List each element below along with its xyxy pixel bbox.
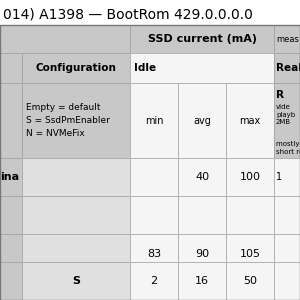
Bar <box>130 158 178 196</box>
Bar <box>22 196 130 234</box>
Bar <box>226 158 274 196</box>
Bar <box>274 53 300 83</box>
Bar <box>130 234 178 274</box>
Text: 014) A1398 — BootRom 429.0.0.0.0: 014) A1398 — BootRom 429.0.0.0.0 <box>3 7 253 21</box>
Bar <box>130 83 178 158</box>
Text: R: R <box>276 90 284 100</box>
Bar <box>178 234 226 274</box>
Bar <box>0 83 22 158</box>
Text: S: S <box>72 276 80 286</box>
Bar <box>130 83 178 158</box>
Text: 1: 1 <box>276 172 282 182</box>
Text: max: max <box>239 116 261 125</box>
Bar <box>0 262 22 300</box>
Bar <box>130 25 274 53</box>
Bar <box>22 83 130 158</box>
Bar <box>274 25 300 53</box>
Bar <box>226 262 274 300</box>
Bar <box>0 83 22 158</box>
Bar <box>178 262 226 300</box>
Bar <box>178 196 226 234</box>
Text: vide
playb
2MB: vide playb 2MB <box>276 104 295 125</box>
Bar <box>130 158 178 196</box>
Bar <box>130 25 274 53</box>
Text: meas: meas <box>276 34 299 43</box>
Bar <box>274 196 300 234</box>
Bar <box>274 25 300 53</box>
Bar <box>0 158 22 196</box>
Bar <box>130 262 178 300</box>
Bar <box>274 234 300 274</box>
Bar <box>178 83 226 158</box>
Text: ina: ina <box>0 172 19 182</box>
Bar <box>22 234 130 274</box>
Bar <box>178 262 226 300</box>
Bar <box>226 234 274 274</box>
Bar <box>130 234 178 274</box>
Bar <box>178 158 226 196</box>
Bar <box>274 262 300 300</box>
Bar <box>226 158 274 196</box>
Bar <box>0 53 22 83</box>
Bar <box>22 234 130 274</box>
Bar <box>226 196 274 234</box>
Text: 105: 105 <box>239 249 260 259</box>
Bar <box>226 83 274 158</box>
Text: 50: 50 <box>243 276 257 286</box>
Text: 90: 90 <box>195 249 209 259</box>
Bar <box>178 196 226 234</box>
Text: SSD current (mA): SSD current (mA) <box>148 34 256 44</box>
Bar <box>274 196 300 234</box>
Bar <box>22 158 130 196</box>
Bar <box>22 262 130 300</box>
Text: Empty = default
S = SsdPmEnabler
N = NVMeFix: Empty = default S = SsdPmEnabler N = NVM… <box>26 103 110 137</box>
Bar <box>22 53 130 83</box>
Bar <box>274 262 300 300</box>
Text: 2: 2 <box>150 276 158 286</box>
Bar <box>274 83 300 158</box>
Bar <box>130 196 178 234</box>
Bar <box>0 196 22 234</box>
Text: 100: 100 <box>239 172 260 182</box>
Bar <box>0 234 22 274</box>
Bar <box>130 53 274 83</box>
Bar <box>274 158 300 196</box>
Bar <box>0 196 22 234</box>
Bar <box>22 158 130 196</box>
Text: Real: Real <box>276 63 300 73</box>
Text: 40: 40 <box>195 172 209 182</box>
Bar <box>22 262 130 300</box>
Text: min: min <box>145 116 163 125</box>
Bar <box>226 83 274 158</box>
Bar <box>226 234 274 274</box>
Text: Idle: Idle <box>134 63 156 73</box>
Bar <box>0 158 22 196</box>
Bar <box>22 83 130 158</box>
Text: 16: 16 <box>195 276 209 286</box>
Bar <box>274 83 300 158</box>
Bar <box>274 158 300 196</box>
Bar <box>130 262 178 300</box>
Text: avg: avg <box>193 116 211 125</box>
Bar <box>0 234 22 274</box>
Text: 83: 83 <box>147 249 161 259</box>
Bar <box>22 196 130 234</box>
Bar <box>130 196 178 234</box>
Bar <box>0 53 22 83</box>
Text: mostly n
short rea: mostly n short rea <box>276 141 300 155</box>
Bar <box>0 25 130 53</box>
Bar <box>178 158 226 196</box>
Bar <box>274 234 300 274</box>
Bar <box>178 234 226 274</box>
Bar <box>0 262 22 300</box>
Bar <box>274 53 300 83</box>
Bar <box>226 196 274 234</box>
Bar <box>130 53 274 83</box>
Bar <box>178 83 226 158</box>
Text: Configuration: Configuration <box>36 63 116 73</box>
Bar <box>226 262 274 300</box>
Bar <box>0 25 130 53</box>
Bar <box>22 53 130 83</box>
